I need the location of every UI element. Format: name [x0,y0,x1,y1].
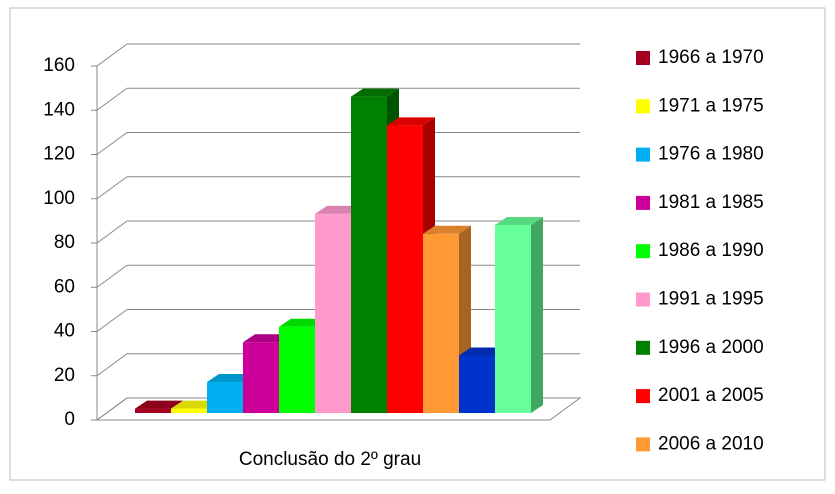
y-tick-label: 140 [43,99,75,120]
y-tick-label: 20 [54,365,75,386]
y-tick-label: 60 [54,276,75,297]
legend-label: 1971 a 1975 [658,95,764,116]
grid-line [96,397,128,421]
y-tick-label: 120 [43,144,75,165]
legend-label: 1966 a 1970 [658,47,764,68]
bar [423,233,459,413]
grid-line [96,309,128,332]
grid-line [96,353,128,377]
legend-swatch [636,51,650,65]
legend-swatch [636,244,650,259]
grid-line [96,264,128,288]
bar [495,224,531,413]
legend-swatch [636,195,650,210]
x-tick-label: Conclusão do 2º grau [239,449,421,470]
bar [207,382,243,413]
legend-label: 2006 a 2010 [658,433,764,454]
bar-top [135,400,183,409]
y-tick-label: 80 [54,232,75,253]
grid-line [96,220,128,244]
bar-side [531,216,543,413]
legend-label: 1986 a 1990 [658,240,764,261]
legend-swatch [636,99,650,114]
bar [243,342,279,413]
legend-swatch [636,437,650,452]
legend-swatch [636,147,650,162]
y-tick-label: 100 [43,188,75,209]
bar [171,408,207,413]
bar-top [423,225,471,234]
bar [459,355,495,413]
bar-top [387,117,435,126]
legend-swatch [636,389,650,404]
legend-label: 2001 a 2005 [658,385,764,406]
grid-line [96,87,128,111]
grid-line [96,132,128,155]
bar [387,125,423,413]
legend-label: 1981 a 1985 [658,192,764,213]
legend-label: 1996 a 2000 [658,337,764,358]
y-tick-label: 160 [43,55,75,76]
bar [315,213,351,413]
grid-line [96,43,128,67]
bar [279,326,315,413]
bar [351,96,387,414]
legend-label: 1976 a 1980 [658,144,764,165]
legend-label: 1991 a 1995 [658,289,764,310]
bar-top [495,216,543,225]
bar [135,408,171,413]
legend-swatch [636,292,650,307]
y-tick-label: 40 [54,321,75,342]
grid-line [96,176,128,200]
y-tick-label: 0 [64,409,75,430]
bar-top [351,88,399,97]
legend-swatch [636,340,650,355]
